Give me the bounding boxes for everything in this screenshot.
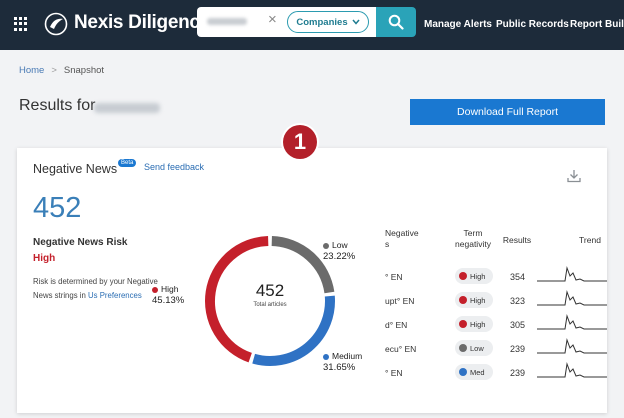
donut-caption: Total articles — [253, 302, 287, 308]
term-name[interactable]: upt° EN — [385, 296, 415, 306]
header-results: Results — [502, 235, 532, 245]
negativity-badge: High — [455, 292, 493, 308]
result-count: 323 — [510, 296, 526, 306]
risk-description: Risk is determined by your Negative News… — [33, 277, 158, 300]
header-negativity: Term negativity — [455, 228, 491, 249]
total-article-count: 452 — [33, 192, 82, 224]
donut-total: 452 — [255, 281, 285, 300]
table-row[interactable]: d° EN High 305 — [385, 314, 607, 336]
trend-sparkline — [537, 266, 607, 282]
negativity-dot — [459, 344, 467, 352]
risk-label: Negative News Risk — [33, 237, 128, 248]
chevron-down-icon — [352, 19, 360, 25]
company-filter-label: Companies — [296, 16, 348, 28]
negativity-badge: Med — [455, 364, 493, 380]
clear-search-icon[interactable]: × — [268, 11, 277, 28]
negativity-dot — [459, 296, 467, 304]
result-count: 239 — [510, 344, 526, 354]
legend-high: High 45.13% — [152, 284, 185, 306]
table-row[interactable]: ecu° EN Low 239 — [385, 338, 607, 360]
result-count: 239 — [510, 368, 526, 378]
table-row[interactable]: ° EN Med 239 — [385, 362, 607, 384]
app-grid-icon[interactable] — [14, 17, 28, 31]
term-name[interactable]: ° EN — [385, 368, 403, 378]
term-name[interactable]: ecu° EN — [385, 344, 417, 354]
risk-value: High — [33, 253, 56, 264]
negativity-badge: High — [455, 316, 493, 332]
legend-medium: Medium 31.65% — [323, 351, 363, 373]
card-title: Negative News — [33, 162, 118, 176]
negativity-badge: High — [455, 268, 493, 284]
negativity-dot — [459, 368, 467, 376]
beta-badge: Beta — [118, 159, 137, 167]
risk-donut-chart — [205, 236, 335, 366]
send-feedback-link[interactable]: Send feedback — [144, 162, 205, 172]
negativity-dot — [459, 320, 467, 328]
nav-link-manage-alerts[interactable]: Manage Alerts — [424, 19, 492, 30]
top-navigation-bar: Nexis Diligence™ × Companies Manage Aler… — [0, 0, 624, 50]
legend-low: Low 23.22% — [323, 240, 356, 262]
legend-medium-dot — [323, 353, 329, 360]
negative-news-card: Negative News Beta Send feedback 452 Neg… — [17, 148, 607, 413]
donut-segment-high[interactable] — [205, 236, 269, 363]
company-filter-dropdown[interactable]: Companies — [287, 11, 369, 33]
legend-low-pct: 23.22% — [323, 251, 356, 262]
nav-link-public-records[interactable]: Public Records — [496, 19, 569, 30]
result-count: 305 — [510, 320, 526, 330]
trend-sparkline — [537, 290, 607, 306]
trend-sparkline — [537, 338, 607, 354]
negativity-badge: Low — [455, 340, 493, 356]
download-icon[interactable] — [566, 168, 582, 184]
donut-segment-low[interactable] — [271, 236, 335, 294]
term-name[interactable]: ° EN — [385, 272, 403, 282]
legend-high-pct: 45.13% — [152, 295, 185, 306]
download-full-report-button[interactable]: Download Full Report — [410, 99, 605, 125]
search-button[interactable] — [376, 7, 416, 37]
nav-link-report-builder[interactable]: Report Build — [570, 19, 624, 30]
term-name[interactable]: d° EN — [385, 320, 408, 330]
table-row[interactable]: upt° EN High 323 — [385, 290, 607, 312]
breadcrumb: Home > Snapshot — [19, 65, 104, 76]
breadcrumb-home-link[interactable]: Home — [19, 65, 45, 76]
nexis-logo-icon — [44, 12, 68, 36]
legend-high-dot — [152, 286, 158, 293]
header-terms: Negative s — [385, 228, 419, 249]
negativity-dot — [459, 272, 467, 280]
breadcrumb-separator: > — [51, 65, 57, 76]
step-number-badge: 1 — [283, 125, 317, 159]
trend-sparkline — [537, 314, 607, 330]
page-title: Results for — [19, 97, 96, 114]
search-icon — [388, 14, 404, 30]
donut-center: 452 Total articles — [200, 281, 340, 308]
redacted-entity-name — [94, 103, 160, 113]
negative-terms-table: Negative s Term negativity Results Trend… — [385, 223, 607, 413]
preferences-link[interactable]: Us Preferences — [88, 291, 142, 300]
legend-medium-pct: 31.65% — [323, 362, 356, 373]
table-row[interactable]: ° EN High 354 — [385, 266, 607, 288]
trend-sparkline — [537, 362, 607, 378]
legend-low-dot — [323, 242, 329, 249]
header-trend: Trend — [579, 235, 601, 245]
breadcrumb-current: Snapshot — [63, 65, 105, 76]
result-count: 354 — [510, 272, 526, 282]
redacted-search-text — [207, 18, 247, 25]
donut-segment-medium[interactable] — [252, 295, 335, 366]
